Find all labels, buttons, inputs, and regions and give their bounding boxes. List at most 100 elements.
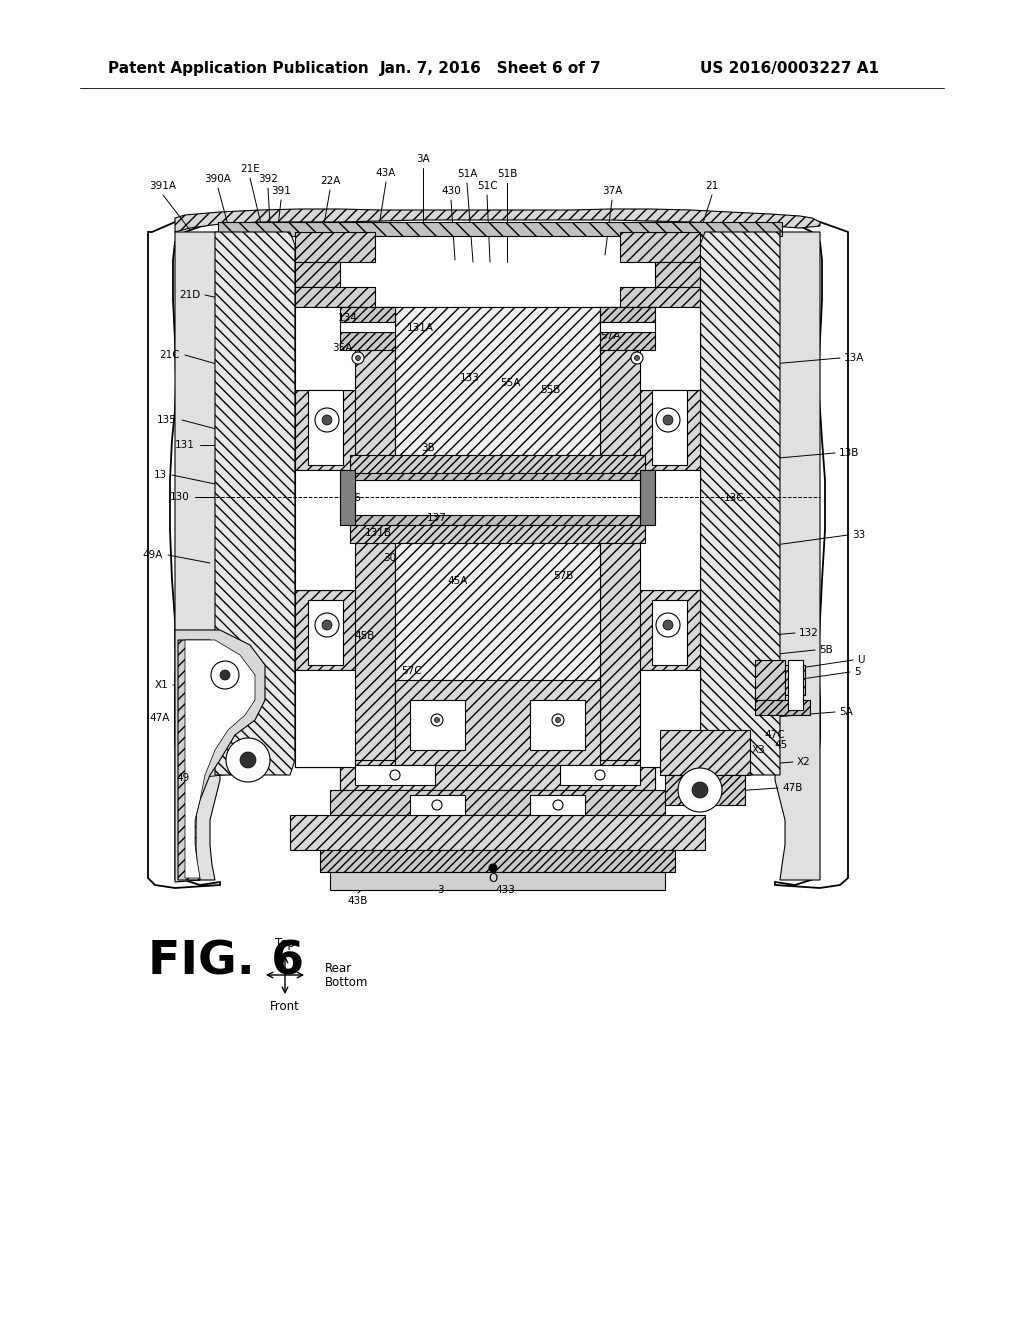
Bar: [295, 470, 355, 590]
Bar: [655, 261, 700, 286]
Circle shape: [240, 752, 256, 768]
Text: 35A: 35A: [332, 343, 352, 352]
Circle shape: [635, 355, 640, 360]
Bar: [640, 590, 700, 671]
Circle shape: [678, 768, 722, 812]
Polygon shape: [175, 630, 265, 882]
Polygon shape: [175, 232, 220, 880]
Circle shape: [211, 661, 239, 689]
Bar: [410, 700, 465, 750]
Polygon shape: [185, 640, 255, 878]
Bar: [600, 322, 655, 333]
Circle shape: [226, 738, 270, 781]
Circle shape: [431, 714, 443, 726]
Text: O: O: [488, 871, 498, 884]
Bar: [350, 455, 645, 473]
Bar: [355, 480, 640, 515]
Text: 13A: 13A: [844, 352, 864, 363]
Bar: [308, 389, 343, 465]
Bar: [560, 766, 640, 785]
Text: 37A: 37A: [602, 186, 623, 195]
Bar: [340, 470, 355, 525]
Bar: [600, 333, 655, 350]
Bar: [640, 671, 700, 767]
Polygon shape: [775, 232, 820, 880]
Bar: [295, 671, 355, 767]
Bar: [295, 308, 395, 767]
Text: 390A: 390A: [205, 174, 231, 183]
Bar: [620, 286, 700, 308]
Text: X1: X1: [155, 680, 168, 690]
Text: 43A: 43A: [376, 168, 396, 178]
Polygon shape: [600, 308, 700, 767]
Text: Front: Front: [270, 999, 300, 1012]
Bar: [340, 308, 400, 817]
Circle shape: [631, 352, 643, 364]
Text: 133: 133: [460, 374, 480, 383]
Text: 49: 49: [177, 774, 190, 783]
Text: 5: 5: [854, 667, 860, 677]
Circle shape: [553, 800, 563, 810]
Text: 45B: 45B: [354, 631, 375, 642]
Text: 136: 136: [342, 492, 361, 503]
Bar: [652, 389, 687, 465]
Polygon shape: [775, 218, 848, 888]
Text: 55B: 55B: [540, 385, 560, 395]
Bar: [355, 766, 435, 785]
Bar: [395, 680, 600, 766]
Circle shape: [390, 770, 400, 780]
Text: 132: 132: [799, 628, 819, 638]
Text: 430: 430: [441, 186, 461, 195]
Bar: [755, 700, 810, 715]
Circle shape: [322, 414, 332, 425]
Bar: [340, 322, 395, 333]
Text: FIG. 6: FIG. 6: [148, 940, 304, 985]
Bar: [600, 308, 700, 767]
Text: 47B: 47B: [782, 783, 803, 793]
Text: 30: 30: [383, 553, 396, 564]
Bar: [665, 775, 745, 805]
Bar: [595, 308, 655, 817]
Text: 47C: 47C: [764, 730, 784, 741]
Bar: [295, 308, 355, 389]
Text: 135: 135: [157, 414, 177, 425]
Text: 13B: 13B: [839, 447, 859, 458]
Bar: [755, 660, 785, 700]
Text: 49A: 49A: [142, 550, 163, 560]
Text: 391: 391: [271, 186, 291, 195]
Text: 5B: 5B: [819, 645, 833, 655]
Polygon shape: [700, 232, 780, 775]
Bar: [290, 814, 705, 850]
Circle shape: [220, 671, 230, 680]
Bar: [295, 590, 355, 671]
Text: 57C: 57C: [401, 667, 422, 676]
Polygon shape: [215, 232, 295, 775]
Text: Rear: Rear: [325, 961, 352, 974]
Text: 22A: 22A: [319, 176, 340, 186]
Bar: [295, 389, 355, 470]
Bar: [395, 308, 600, 767]
Text: 391A: 391A: [150, 181, 176, 191]
Bar: [340, 760, 655, 789]
Text: Jan. 7, 2016   Sheet 6 of 7: Jan. 7, 2016 Sheet 6 of 7: [380, 61, 602, 75]
Circle shape: [656, 612, 680, 638]
Text: US 2016/0003227 A1: US 2016/0003227 A1: [700, 61, 879, 75]
Circle shape: [432, 800, 442, 810]
Circle shape: [595, 770, 605, 780]
Text: 130: 130: [170, 492, 190, 502]
Circle shape: [489, 865, 497, 873]
Bar: [295, 232, 375, 261]
Text: 3B: 3B: [421, 444, 435, 453]
Bar: [410, 795, 465, 814]
Bar: [600, 308, 655, 322]
Bar: [660, 730, 750, 775]
Text: 21E: 21E: [240, 164, 260, 174]
Bar: [308, 601, 343, 665]
Bar: [640, 389, 700, 470]
Text: 51A: 51A: [457, 169, 477, 180]
Text: 131A: 131A: [407, 323, 433, 333]
Text: 3: 3: [436, 884, 443, 895]
Circle shape: [663, 620, 673, 630]
Text: 47A: 47A: [150, 713, 170, 723]
Text: U: U: [857, 655, 864, 665]
